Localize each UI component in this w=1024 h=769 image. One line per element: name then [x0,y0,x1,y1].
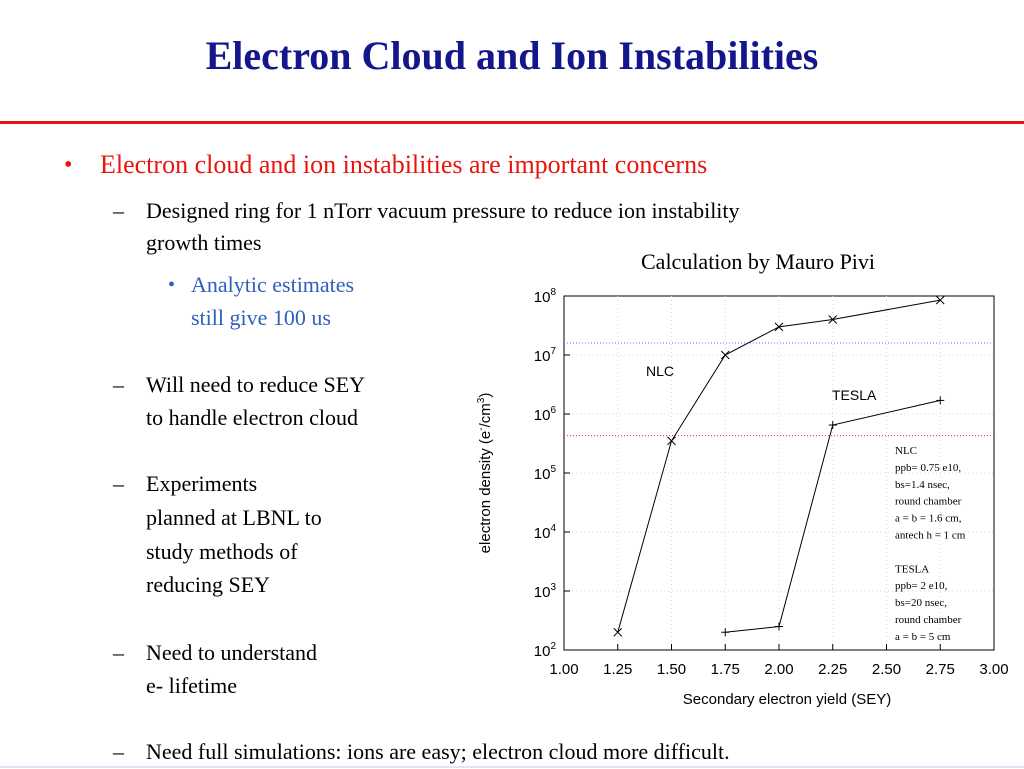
annotation-line: a = b = 5 cm [895,631,951,643]
y-tick-label: 107 [534,346,557,365]
x-tick-label: 1.50 [657,661,686,678]
dash-marker: – [113,372,124,397]
annotation-line: antech h = 1 cm [895,530,966,542]
x-tick-label: 1.75 [711,661,740,678]
data-point [775,622,783,631]
slide-title: Electron Cloud and Ion Instabilities [205,33,819,78]
data-point [720,350,730,360]
y-tick-label: 105 [534,464,557,483]
y-tick-label: 103 [534,582,557,601]
y-tick-label: 108 [534,287,557,306]
sub-bullet-lifetime-line1: Need to understand [146,640,318,665]
x-tick-label: 2.50 [872,661,901,678]
data-point [935,295,945,305]
x-tick-label: 1.25 [603,661,632,678]
chart-caption: Calculation by Mauro Pivi [641,249,876,274]
footer-strip [0,766,1024,768]
annotation-line: round chamber [895,496,962,508]
x-axis-ticks: 1.00 1.25 1.50 1.75 2.00 2.25 2.50 2.75 3.00 [549,644,1009,678]
data-point [828,421,837,430]
dash-marker: – [113,471,124,496]
sub-bullet-experiments-line1: Experiments [146,471,258,496]
x-tick-label: 3.00 [979,661,1008,678]
grid-lines [564,296,994,650]
series-label-nlc: NLC [646,363,674,379]
y-axis-label: electron density (e-/cm3) [476,393,494,554]
sub-sub-bullet-analytic-line2: still give 100 us [191,305,331,330]
data-point [774,322,784,332]
sub-bullet-vacuum-line1: Designed ring for 1 nTorr vacuum pressur… [146,198,740,223]
parameter-annotation: NLC ppb= 0.75 e10, bs=1.4 nsec, round chamb… [895,445,966,643]
series-label-tesla: TESLA [832,387,877,403]
sub-bullet-vacuum-line2: growth times [146,230,262,255]
data-point [721,628,730,637]
sub-bullet-experiments-line3: study methods of [146,539,298,564]
data-point [936,396,945,405]
y-tick-label: 104 [534,523,557,542]
bullet-main-concerns: Electron cloud and ion instabilities are… [100,150,708,179]
dash-marker: – [113,739,124,764]
bullet-marker: • [64,152,73,178]
x-tick-label: 2.00 [764,661,793,678]
electron-density-chart: 1.00 1.25 1.50 1.75 2.00 2.25 2.50 2.75 3.00 102… [476,287,1009,708]
sub-bullet-sey-line1: Will need to reduce SEY [146,372,366,397]
annotation-line: bs=1.4 nsec, [895,479,950,491]
data-point [613,627,623,637]
dash-marker: – [113,198,124,223]
x-tick-label: 2.25 [818,661,847,678]
annotation-line: ppb= 0.75 e10, [895,462,961,474]
annotation-line: a = b = 1.6 cm, [895,513,962,525]
series-line-tesla [725,399,941,633]
annotation-line: NLC [895,445,917,457]
series-line-nlc [617,299,941,633]
annotation-line: ppb= 2 e10, [895,580,948,592]
sub-bullet-experiments-line4: reducing SEY [146,572,271,597]
data-point [828,315,838,324]
sub-bullet-lifetime-line2: e- lifetime [146,673,238,698]
annotation-line: TESLA [895,563,929,575]
title-divider [0,121,1024,124]
x-tick-label: 2.75 [926,661,955,678]
x-axis-label: Secondary electron yield (SEY) [683,691,891,708]
dash-marker: – [113,640,124,665]
x-tick-label: 1.00 [549,661,578,678]
sub-bullet-experiments-line2: planned at LBNL to [146,505,322,530]
y-axis-ticks: 102 103 104 105 106 107 108 [534,287,570,660]
annotation-line: round chamber [895,614,962,626]
sub-bullet-simulations: Need full simulations: ions are easy; el… [146,739,730,764]
bullet-marker: • [168,274,176,296]
data-series: NLC TESLA [613,295,945,637]
annotation-line: bs=20 nsec, [895,597,947,609]
sub-sub-bullet-analytic-line1: Analytic estimates [191,272,355,297]
sub-bullet-sey-line2: to handle electron cloud [146,405,358,430]
data-point [667,436,676,446]
y-tick-label: 102 [534,641,557,660]
y-tick-label: 106 [534,405,557,424]
